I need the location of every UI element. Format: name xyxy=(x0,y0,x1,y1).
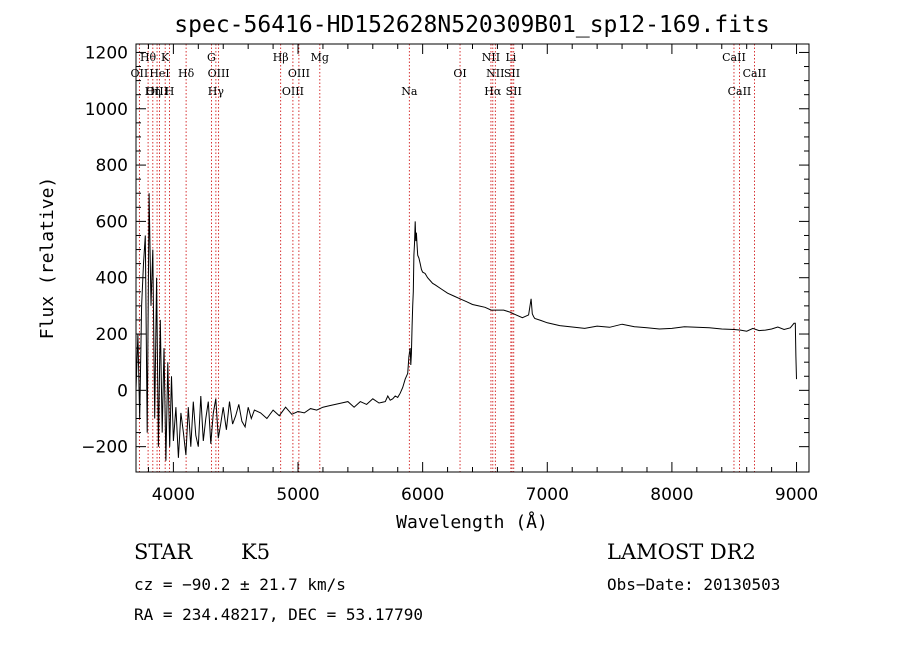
y-tick-label: 1000 xyxy=(85,100,128,120)
spectral-line-label: K xyxy=(161,51,170,64)
survey-name: LAMOST DR2 xyxy=(607,540,756,564)
y-tick-label: 200 xyxy=(96,325,128,345)
spectrum-line xyxy=(135,193,797,461)
y-axis-ticks: −200 0 200 400 600 800 1000 1200 xyxy=(81,43,809,458)
spectral-line-label: OIII xyxy=(208,67,230,80)
spectral-line-label: Hγ xyxy=(208,85,225,98)
plot-frame xyxy=(135,43,810,473)
object-class: STAR xyxy=(134,540,193,564)
spectral-line-label: OIII xyxy=(288,67,310,80)
spectral-line-label: SII xyxy=(506,85,522,98)
spectral-line-label: NII xyxy=(482,51,500,64)
y-tick-label: 800 xyxy=(96,156,128,176)
x-axis-ticks: 4000 5000 6000 7000 8000 9000 xyxy=(147,44,818,505)
spectral-line-labels: HθOIIOIIIHeIKHHηHδGOIIIHγHβOIIIOIIIMgNaO… xyxy=(131,51,767,98)
x-tick-label: 7000 xyxy=(526,485,569,505)
object-subclass: K5 xyxy=(241,540,270,564)
spectral-line-label: G xyxy=(207,51,216,64)
x-tick-label: 6000 xyxy=(401,485,444,505)
spectral-line-label: Hθ xyxy=(140,51,157,64)
x-tick-label: 8000 xyxy=(650,485,693,505)
spectral-line-label: OIII xyxy=(146,85,168,98)
spectral-line-markers xyxy=(138,44,755,472)
y-tick-label: 1200 xyxy=(85,43,128,63)
spectral-line-label: HeI xyxy=(149,67,169,80)
spectral-line-label: Mg xyxy=(311,51,329,64)
spectral-line-label: Li xyxy=(505,51,516,64)
x-axis-label: Wavelength (Å) xyxy=(396,511,548,533)
x-tick-label: 9000 xyxy=(775,485,818,505)
spectral-line-label: Na xyxy=(401,85,418,98)
chart-title: spec-56416-HD152628N520309B01_sp12-169.f… xyxy=(174,12,769,38)
y-tick-label: 0 xyxy=(117,381,128,401)
x-tick-label: 4000 xyxy=(152,485,195,505)
x-tick-label: 5000 xyxy=(276,485,319,505)
spectral-line-label: Hβ xyxy=(273,51,289,64)
spectral-line-label: NII xyxy=(486,67,504,80)
y-tick-label: 400 xyxy=(96,269,128,289)
y-tick-label: −200 xyxy=(81,438,128,458)
spectral-line-label: Hδ xyxy=(178,67,195,80)
obs-date-text: Obs−Date: 20130503 xyxy=(607,575,780,594)
spectral-line-label: OII xyxy=(131,67,149,80)
coordinates-text: RA = 234.48217, DEC = 53.17790 xyxy=(134,605,423,624)
spectral-line-label: Hα xyxy=(484,85,502,98)
spectral-line-label: CaII xyxy=(722,51,746,64)
spectral-line-label: Hη xyxy=(145,85,161,98)
redshift-text: cz = −90.2 ± 21.7 km/s xyxy=(134,575,346,594)
y-tick-label: 600 xyxy=(96,212,128,232)
y-axis-label: Flux (relative) xyxy=(37,177,58,340)
spectral-line-label: H xyxy=(165,85,175,98)
spectral-line-label: OI xyxy=(453,67,466,80)
spectral-line-label: CaII xyxy=(743,67,767,80)
spectral-line-label: CaII xyxy=(728,85,752,98)
spectral-line-label: OIII xyxy=(282,85,304,98)
spectral-line-label: SII xyxy=(504,67,520,80)
